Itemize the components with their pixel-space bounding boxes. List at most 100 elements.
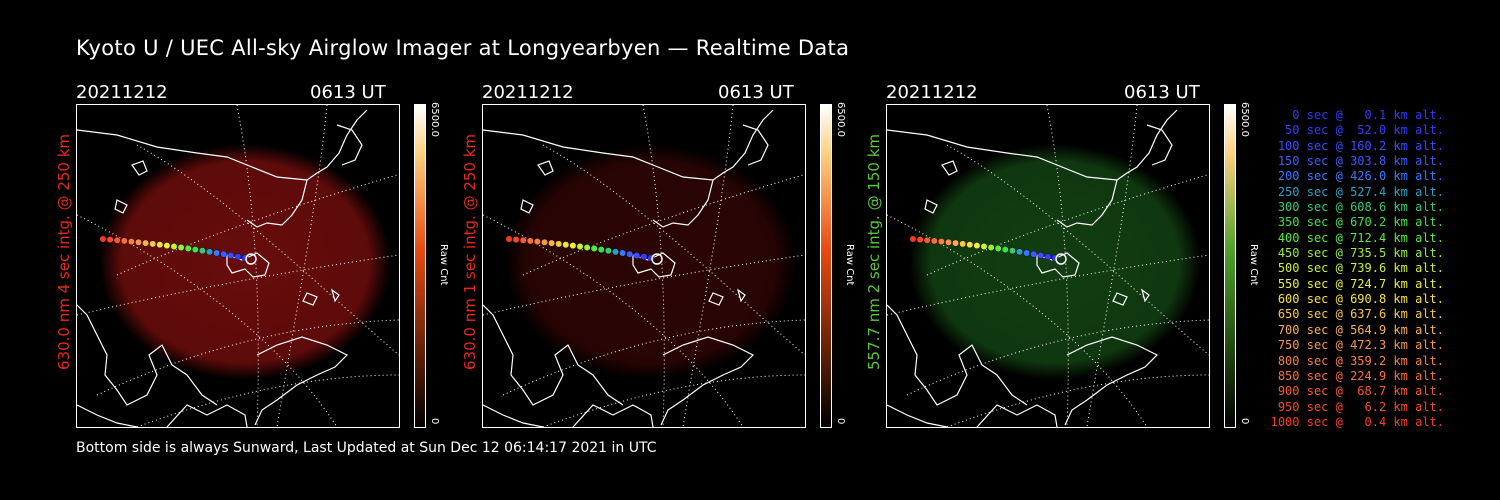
legend-entry: 350 sec @ 670.2 km alt. — [1270, 215, 1444, 230]
colorbar-max-label: 6500.0 — [429, 102, 440, 137]
trajectory-point — [128, 238, 135, 246]
trajectory-point — [512, 236, 520, 244]
trajectory-point — [526, 237, 534, 245]
allsky-image-panel — [482, 104, 806, 428]
legend-entry: 700 sec @ 564.9 km alt. — [1270, 322, 1444, 337]
trajectory-point — [583, 244, 591, 251]
airglow-field — [505, 144, 797, 380]
legend-entry: 1000 sec @ 0.4 km alt. — [1270, 414, 1444, 429]
trajectory-point — [220, 250, 228, 258]
satellite-trajectory — [505, 235, 663, 265]
trajectory-point — [106, 236, 114, 244]
legend-entry: 950 sec @ 6.2 km alt. — [1270, 399, 1444, 414]
page-title: Kyoto U / UEC All-sky Airglow Imager at … — [76, 36, 850, 60]
trajectory-point — [973, 242, 981, 250]
trajectory-point — [640, 253, 648, 261]
legend-entry: 800 sec @ 359.2 km alt. — [1270, 353, 1444, 368]
trajectory-point — [206, 248, 213, 256]
trajectory-point — [1023, 249, 1031, 257]
trajectory-point — [199, 247, 206, 255]
trajectory-point — [1016, 248, 1023, 256]
trajectory-point — [142, 239, 150, 247]
trajectory-point — [619, 249, 627, 257]
trajectory-point — [1044, 253, 1052, 261]
trajectory-point — [612, 248, 619, 256]
trajectory-point — [555, 240, 563, 248]
colorbar-unit-label: Raw Cnt — [438, 244, 449, 286]
lat-lon-grid — [483, 105, 805, 427]
lat-lon-grid — [887, 105, 1209, 427]
allsky-map — [77, 105, 399, 427]
legend-entry: 850 sec @ 224.9 km alt. — [1270, 368, 1444, 383]
trajectory-point — [916, 236, 924, 244]
panel-side-label: 630.0 nm 1 sec intg. @ 250 km — [461, 133, 479, 370]
legend-entry: 150 sec @ 303.8 km alt. — [1270, 154, 1444, 169]
trajectory-point — [177, 244, 185, 251]
trajectory-point — [113, 236, 121, 244]
panel-time: 0613 UT — [718, 82, 794, 103]
trajectory-point — [576, 243, 584, 250]
trajectory-point — [184, 245, 192, 252]
coastline — [483, 109, 774, 427]
trajectory-point — [163, 242, 171, 250]
airglow-field — [909, 144, 1201, 380]
legend-entry: 750 sec @ 472.3 km alt. — [1270, 338, 1444, 353]
panel-date: 20211212 — [886, 82, 978, 103]
footer-status: Bottom side is always Sunward, Last Upda… — [76, 440, 657, 456]
trajectory-point — [945, 238, 952, 246]
allsky-map — [887, 105, 1209, 427]
legend-entry: 300 sec @ 608.6 km alt. — [1270, 200, 1444, 215]
coastline — [77, 109, 368, 427]
panel-side-label: 557.7 nm 2 sec intg. @ 150 km — [865, 133, 883, 370]
trajectory-point — [170, 243, 178, 250]
trajectory-point — [966, 241, 974, 249]
trajectory-point — [534, 238, 541, 246]
trajectory-point — [562, 241, 570, 249]
trajectory-point — [605, 247, 612, 255]
trajectory-point — [548, 239, 556, 247]
trajectory-point — [626, 250, 634, 258]
legend-entry: 650 sec @ 637.6 km alt. — [1270, 307, 1444, 322]
colorbar-min-label: 0 — [429, 418, 440, 425]
legend-entry: 250 sec @ 527.4 km alt. — [1270, 184, 1444, 199]
legend-entry: 400 sec @ 712.4 km alt. — [1270, 230, 1444, 245]
trajectory-point — [930, 237, 938, 245]
allsky-image-panel — [76, 104, 400, 428]
panel-date: 20211212 — [76, 82, 168, 103]
trajectory-point — [505, 235, 513, 243]
colorbar-max-label: 6500.0 — [835, 102, 846, 137]
trajectory-point — [149, 240, 157, 248]
trajectory-point — [987, 244, 995, 251]
trajectory-point — [959, 240, 967, 248]
airglow-field — [99, 144, 391, 380]
trajectory-point — [541, 238, 548, 246]
allsky-map — [483, 105, 805, 427]
legend-entry: 200 sec @ 426.0 km alt. — [1270, 169, 1444, 184]
panel-time: 0613 UT — [1124, 82, 1200, 103]
trajectory-point — [519, 236, 527, 244]
legend-entry: 0 sec @ 0.1 km alt. — [1270, 108, 1444, 122]
satellite-trajectory — [99, 235, 257, 265]
trajectory-point — [227, 252, 235, 259]
coastline — [887, 109, 1178, 427]
trajectory-point — [994, 245, 1002, 252]
trajectory-point — [909, 235, 917, 243]
trajectory-point — [597, 246, 605, 254]
satellite-trajectory — [909, 235, 1067, 265]
legend-entry: 600 sec @ 690.8 km alt. — [1270, 292, 1444, 307]
trajectory-point — [156, 241, 164, 249]
legend-entry: 50 sec @ 52.0 km alt. — [1270, 123, 1444, 138]
trajectory-point — [234, 253, 242, 261]
trajectory-point — [1030, 250, 1038, 258]
trajectory-point — [938, 238, 945, 246]
legend-entry: 500 sec @ 739.6 km alt. — [1270, 261, 1444, 276]
trajectory-point — [633, 252, 641, 259]
trajectory-point — [191, 246, 199, 254]
legend-entry: 900 sec @ 68.7 km alt. — [1270, 384, 1444, 399]
panel-time: 0613 UT — [310, 82, 386, 103]
trajectory-point — [1037, 252, 1045, 259]
lat-lon-grid — [77, 105, 399, 427]
colorbar — [1224, 104, 1236, 428]
panel-date: 20211212 — [482, 82, 574, 103]
trajectory-point — [923, 236, 931, 244]
